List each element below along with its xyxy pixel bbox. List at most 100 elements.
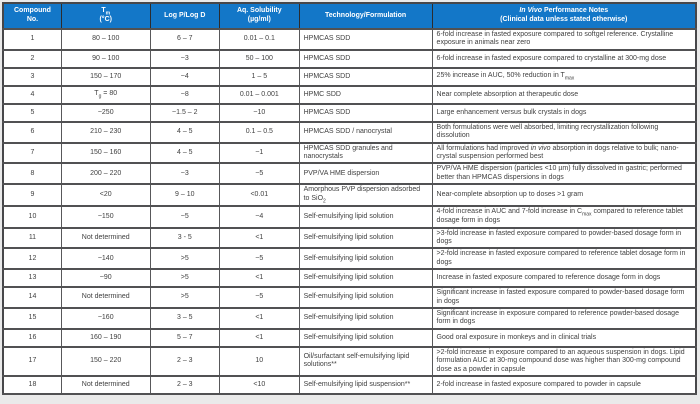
column-header-logp: Log P/Log D — [149, 2, 221, 30]
cell-logp: >5 — [149, 286, 221, 310]
cell-sol: <10 — [219, 374, 300, 395]
cell-no: 2 — [2, 48, 62, 69]
table-row: 4 Tg = 80 ~8 0.01 – 0.001 HPMC SDD Near compl… — [2, 84, 697, 105]
compound-formulation-table-container: Compound No. Tm (°C) Log P/Log D Aq. Solubili… — [2, 2, 697, 395]
table-row: 18 Not determined 2 – 3 <10 Self-emulsifying… — [2, 374, 697, 395]
cell-sol: <0.01 — [219, 183, 300, 207]
cell-no: 11 — [2, 226, 62, 250]
cell-sol: 0.01 – 0.001 — [219, 84, 300, 105]
cell-tech: Self-emulsifying lipid solution — [298, 286, 433, 310]
cell-tech: HPMCAS SDD — [298, 102, 433, 123]
cell-logp: 4 – 5 — [149, 120, 221, 144]
cell-notes: Near-complete absorption up to doses >1 … — [431, 183, 697, 207]
table-row: 3 150 – 170 ~4 1 – 5 HPMCAS SDD 25% increase … — [2, 66, 697, 87]
cell-notes: 2-fold increase in fasted exposure compa… — [431, 374, 697, 395]
cell-tm: ~150 — [60, 204, 151, 229]
cell-tech: PVP/VA HME dispersion — [298, 162, 433, 186]
cell-no: 17 — [2, 345, 62, 377]
cell-logp: 6 – 7 — [149, 28, 221, 51]
cell-tm: ~250 — [60, 102, 151, 123]
cell-no: 9 — [2, 183, 62, 207]
cell-tech: Self-emulsifying lipid solution — [298, 268, 433, 289]
cell-no: 6 — [2, 120, 62, 144]
cell-notes: Both formulations were well absorbed, li… — [431, 120, 697, 144]
cell-sol: ~10 — [219, 102, 300, 123]
cell-notes: 4-fold increase in AUC and 7-fold increa… — [431, 204, 697, 229]
cell-no: 12 — [2, 247, 62, 271]
cell-logp: >5 — [149, 247, 221, 271]
cell-logp: ~4 — [149, 66, 221, 87]
cell-sol: <1 — [219, 307, 300, 330]
cell-logp: 2 – 3 — [149, 374, 221, 395]
cell-notes: Near complete absorption at therapeutic … — [431, 84, 697, 105]
table-row: 11 Not determined 3 - 5 <1 Self-emulsifying … — [2, 226, 697, 250]
table-row: 16 160 – 190 5 – 7 <1 Self-emulsifying lipid… — [2, 327, 697, 348]
cell-notes: Increase in fasted exposure compared to … — [431, 268, 697, 289]
cell-logp: ~8 — [149, 84, 221, 105]
cell-logp: 3 - 5 — [149, 226, 221, 250]
cell-tech: HPMC SDD — [298, 84, 433, 105]
cell-no: 4 — [2, 84, 62, 105]
table-row: 6 210 – 230 4 – 5 0.1 – 0.5 HPMCAS SDD / nan… — [2, 120, 697, 144]
cell-tm: 210 – 230 — [60, 120, 151, 144]
cell-tm: 150 – 170 — [60, 66, 151, 87]
cell-notes: >2-fold increase in exposure compared to… — [431, 345, 697, 377]
table-header: Compound No. Tm (°C) Log P/Log D Aq. Solubili… — [2, 2, 697, 30]
cell-logp: 3 – 5 — [149, 307, 221, 330]
cell-tech: Self-emulsifying lipid suspension** — [298, 374, 433, 395]
cell-tm: Not determined — [60, 226, 151, 250]
cell-notes: PVP/VA HME dispersion (particles <10 µm)… — [431, 162, 697, 186]
cell-sol: ~1 — [219, 141, 300, 165]
cell-no: 10 — [2, 204, 62, 229]
cell-sol: <1 — [219, 268, 300, 289]
cell-notes: Good oral exposure in monkeys and in cli… — [431, 327, 697, 348]
compound-formulation-table: Compound No. Tm (°C) Log P/Log D Aq. Solubili… — [2, 2, 697, 395]
cell-tm: Tg = 80 — [60, 84, 151, 105]
cell-notes: 6-fold increase in fasted exposure compa… — [431, 48, 697, 69]
cell-notes: 6-fold increase in fasted exposure compa… — [431, 28, 697, 51]
cell-tech: Amorphous PVP dispersion adsorbed to SiO… — [298, 183, 433, 207]
cell-logp: 5 – 7 — [149, 327, 221, 348]
cell-notes: >3-fold increase in fasted exposure comp… — [431, 226, 697, 250]
cell-sol: 0.1 – 0.5 — [219, 120, 300, 144]
cell-tech: Self-emulsifying lipid solution — [298, 204, 433, 229]
column-header-no: Compound No. — [2, 2, 62, 30]
cell-no: 8 — [2, 162, 62, 186]
table-row: 9 <20 9 – 10 <0.01 Amorphous PVP dispersion … — [2, 183, 697, 207]
column-header-tech: Technology/Formulation — [298, 2, 433, 30]
cell-notes: Large enhancement versus bulk crystals i… — [431, 102, 697, 123]
table-row: 1 80 – 100 6 – 7 0.01 – 0.1 HPMCAS SDD 6-fold… — [2, 28, 697, 51]
cell-tm: Not determined — [60, 374, 151, 395]
table-row: 12 ~140 >5 ~5 Self-emulsifying lipid solutio… — [2, 247, 697, 271]
table-row: 14 Not determined >5 ~5 Self-emulsifying lip… — [2, 286, 697, 310]
cell-notes: All formulations had improved in vivo ab… — [431, 141, 697, 165]
cell-no: 3 — [2, 66, 62, 87]
column-header-sol: Aq. Solubility (µg/ml) — [219, 2, 300, 30]
cell-no: 5 — [2, 102, 62, 123]
cell-sol: 1 – 5 — [219, 66, 300, 87]
header-row: Compound No. Tm (°C) Log P/Log D Aq. Solubili… — [2, 2, 697, 30]
table-row: 7 150 – 160 4 – 5 ~1 HPMCAS SDD granules and… — [2, 141, 697, 165]
cell-tech: HPMCAS SDD — [298, 28, 433, 51]
cell-sol: 0.01 – 0.1 — [219, 28, 300, 51]
cell-logp: ~1.5 – 2 — [149, 102, 221, 123]
cell-sol: <1 — [219, 327, 300, 348]
cell-sol: 10 — [219, 345, 300, 377]
cell-notes: Significant increase in fasted exposure … — [431, 286, 697, 310]
cell-tm: 150 – 220 — [60, 345, 151, 377]
cell-tech: Self-emulsifying lipid solution — [298, 226, 433, 250]
cell-logp: ~3 — [149, 48, 221, 69]
cell-tm: ~90 — [60, 268, 151, 289]
cell-tech: Self-emulsifying lipid solution — [298, 307, 433, 330]
cell-sol: ~5 — [219, 247, 300, 271]
cell-no: 14 — [2, 286, 62, 310]
cell-logp: 9 – 10 — [149, 183, 221, 207]
column-header-notes: In Vivo Performance Notes (Clinical data … — [431, 2, 697, 30]
table-row: 13 ~90 >5 <1 Self-emulsifying lipid solution… — [2, 268, 697, 289]
cell-tech: Oil/surfactant self-emulsifying lipid so… — [298, 345, 433, 377]
cell-notes: 25% increase in AUC, 50% reduction in Tm… — [431, 66, 697, 87]
table-body: 1 80 – 100 6 – 7 0.01 – 0.1 HPMCAS SDD 6-fold… — [2, 28, 697, 395]
cell-tm: 90 – 100 — [60, 48, 151, 69]
cell-sol: ~4 — [219, 204, 300, 229]
cell-no: 16 — [2, 327, 62, 348]
